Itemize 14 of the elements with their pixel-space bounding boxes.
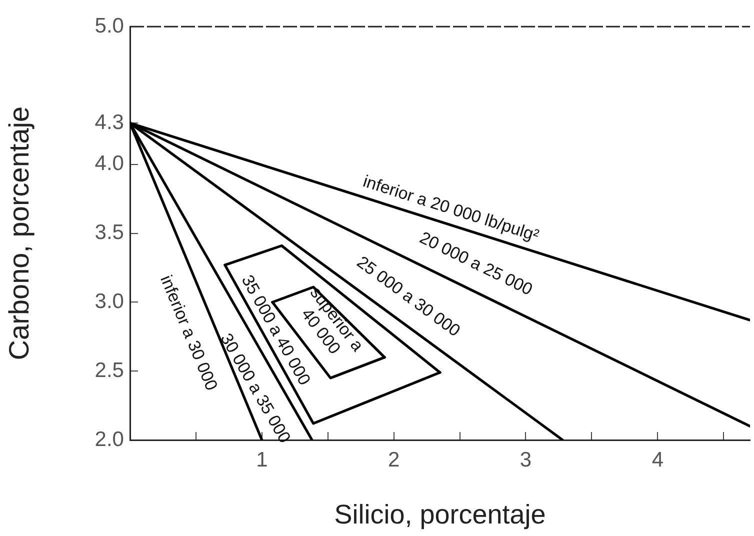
- y-tick-label: 4.0: [94, 152, 124, 176]
- x-tick-label: 3: [520, 448, 532, 472]
- y-tick-label: 2.5: [94, 358, 124, 382]
- y-tick-label: 3.5: [94, 221, 124, 244]
- y-tick-label: 5.0: [94, 14, 124, 38]
- y-axis-title: Carbono, porcentaje: [4, 106, 35, 360]
- y-tick-label: 4.3: [94, 110, 124, 134]
- x-tick-label: 4: [652, 448, 664, 472]
- y-tick-label: 2.0: [94, 428, 124, 451]
- x-tick-label: 1: [256, 448, 268, 472]
- annotation: inferior a 30 000: [156, 272, 222, 394]
- x-axis-title: Silicio, porcentaje: [334, 499, 546, 530]
- x-tick-label: 2: [388, 448, 400, 472]
- y-tick-label: 3.0: [94, 290, 124, 313]
